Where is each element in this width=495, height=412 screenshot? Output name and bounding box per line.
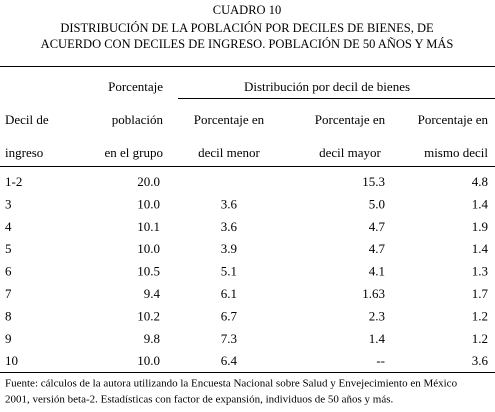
- column-header: en el grupo: [105, 145, 163, 160]
- column-header: población: [112, 112, 164, 127]
- table-cell: 6: [5, 264, 12, 279]
- table-cell: 3: [5, 196, 12, 211]
- table-cell: 7: [5, 286, 12, 301]
- footnote: 2001, versión beta-2. Estadísticas con f…: [5, 394, 394, 406]
- table-cell: 6.4: [221, 353, 238, 368]
- group-header: Distribución por decil de bienes: [244, 79, 410, 94]
- table-cell: 10.0: [137, 241, 160, 256]
- table-cell: 10.2: [137, 308, 160, 323]
- table-cell: 6.1: [221, 286, 237, 301]
- table-cell: 4.8: [472, 174, 488, 189]
- table-title: ACUERDO CON DECILES DE INGRESO. POBLACIÓ…: [41, 37, 454, 51]
- table-cell: 1-2: [5, 174, 22, 189]
- table-cell: 6.7: [221, 308, 238, 323]
- column-header: Porcentaje en: [418, 112, 489, 127]
- table-cell: 20.0: [137, 174, 160, 189]
- table-cell: 4.7: [369, 219, 386, 234]
- table-cell: 1.3: [472, 264, 488, 279]
- footnote: Fuente: cálculos de la autora utilizando…: [5, 378, 458, 390]
- table-title: DISTRIBUCIÓN DE LA POBLACIÓN POR DECILES…: [60, 21, 434, 35]
- table-cell: 1.2: [472, 331, 488, 346]
- table-cell: 15.3: [362, 174, 385, 189]
- table-cell: 7.3: [221, 331, 237, 346]
- table-cell: 10.0: [137, 196, 160, 211]
- table-cell: 9.4: [144, 286, 161, 301]
- table-cell: 10.1: [137, 219, 160, 234]
- table-cell: 2.3: [369, 308, 385, 323]
- column-header: decil mayor: [319, 145, 381, 160]
- table-cell: 9: [5, 331, 12, 346]
- table-cell: 3.6: [472, 353, 489, 368]
- table-cell: 3.6: [221, 196, 238, 211]
- table-cell: 5: [5, 241, 12, 256]
- table-cell: 1.4: [472, 196, 489, 211]
- table-cell: 3.9: [221, 241, 237, 256]
- column-header: Decil de: [5, 112, 49, 127]
- column-header: Porcentaje en: [315, 112, 386, 127]
- column-header: decil menor: [198, 145, 260, 160]
- table-cell: --: [376, 353, 385, 368]
- table-cell: 4.1: [369, 264, 385, 279]
- table-cell: 1.7: [472, 286, 489, 301]
- table-cell: 1.63: [362, 286, 385, 301]
- table-cell: 5.1: [221, 264, 237, 279]
- table-cell: 10.5: [137, 264, 160, 279]
- table-cell: 10.0: [137, 353, 160, 368]
- table-cell: 1.9: [472, 219, 488, 234]
- table-cell: 10: [5, 353, 18, 368]
- table-cell: 1.2: [472, 308, 488, 323]
- table-label: CUADRO 10: [213, 3, 281, 17]
- table-cell: 1.4: [472, 241, 489, 256]
- table-cell: 4.7: [369, 241, 386, 256]
- column-header: ingreso: [5, 145, 43, 160]
- table-cell: 8: [5, 308, 12, 323]
- table-cell: 4: [5, 219, 12, 234]
- table-cell: 9.8: [144, 331, 160, 346]
- column-header: Porcentaje: [108, 79, 163, 94]
- table-cell: 3.6: [221, 219, 238, 234]
- table-cell: 1.4: [369, 331, 386, 346]
- table-cell: 5.0: [369, 196, 385, 211]
- column-header: mismo decil: [424, 145, 488, 160]
- column-header: Porcentaje en: [194, 112, 265, 127]
